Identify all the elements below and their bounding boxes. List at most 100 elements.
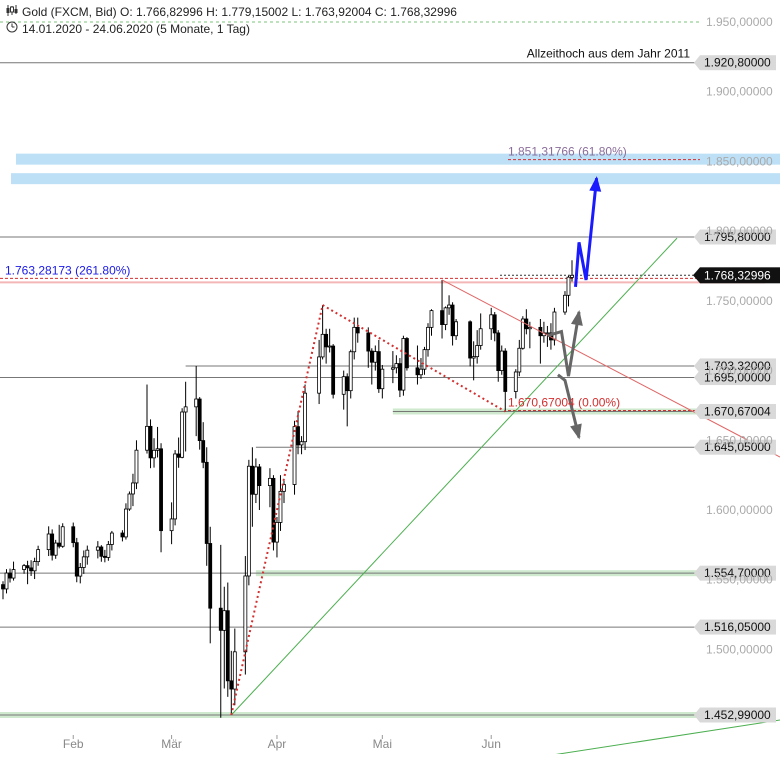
level-label-pointer — [694, 55, 700, 71]
candle-body — [563, 294, 567, 313]
candle-body — [324, 333, 329, 348]
level-label-box — [700, 439, 776, 455]
month-label: Mai — [373, 737, 392, 751]
level-label-box — [700, 619, 776, 635]
candle-body — [253, 466, 258, 495]
chart-title-row: Gold (FXCM, Bid) O: 1.766,82996 H: 1.779… — [6, 5, 457, 19]
month-label: Feb — [63, 737, 84, 751]
candle-body — [71, 526, 76, 544]
candle-body — [155, 448, 160, 451]
candle-body — [317, 356, 322, 394]
trendline-green-support — [230, 237, 678, 716]
candle-body — [46, 533, 51, 551]
candle-body — [503, 350, 508, 392]
level-label-pointer — [694, 358, 700, 374]
candle-body — [545, 332, 550, 335]
candle-body — [520, 318, 525, 349]
candle-body — [53, 542, 58, 556]
candle-body — [109, 532, 114, 545]
axis-layer: 1.950,00000 1.900,00000 1.850,00000 1.800,0… — [63, 15, 773, 751]
price-tick-label: 1.500,00000 — [706, 642, 773, 656]
candle-body — [345, 376, 350, 392]
level-layer — [0, 62, 765, 716]
candle-body — [303, 392, 307, 443]
candle-body — [475, 345, 480, 358]
candle-body — [440, 310, 444, 325]
candle-body — [278, 490, 283, 523]
candle-body — [81, 556, 86, 568]
candle-body — [401, 338, 406, 391]
candle-body — [527, 326, 532, 330]
candle-body — [443, 307, 448, 325]
resistance-zone — [11, 173, 780, 185]
level-label-box — [700, 403, 776, 419]
level-label: 1.645,05000 — [704, 440, 771, 454]
scenario-arrow-bear — [557, 373, 581, 438]
scenario-arrow-head-neutral — [570, 310, 583, 326]
price-tick-label: 1.950,00000 — [706, 15, 773, 29]
level-label-pointer — [694, 229, 700, 245]
month-label: Apr — [268, 737, 287, 751]
candle-body — [85, 549, 90, 558]
last-price-box — [700, 267, 780, 284]
fib-ext-label: 1.763,28173 (261.80%) — [5, 263, 130, 277]
candle-body — [102, 555, 107, 558]
candle-body — [29, 567, 33, 572]
candle-body — [60, 526, 65, 547]
candle-body — [282, 484, 286, 492]
candle-body — [331, 345, 336, 395]
candle-body — [257, 466, 262, 487]
candle-body — [397, 363, 402, 391]
candle-body — [366, 332, 371, 352]
level-label: 1.516,05000 — [704, 620, 771, 634]
chart-range-row: 14.01.2020 - 24.06.2020 (5 Monate, 1 Tag… — [6, 21, 250, 36]
candle-body — [376, 351, 381, 390]
candle-body — [394, 363, 399, 369]
candle-body — [194, 398, 199, 408]
candle-body — [124, 508, 128, 538]
zone-layer — [0, 153, 780, 718]
candle-body — [327, 345, 332, 348]
level-label-pointer — [694, 565, 700, 581]
candle-body — [120, 532, 125, 538]
scenario-arrow-head-bear — [570, 423, 582, 440]
resistance-zone — [16, 153, 780, 165]
level-label-pointer — [694, 403, 700, 419]
candle-body — [492, 314, 497, 334]
price-tick-label: 1.700,00000 — [706, 364, 773, 378]
last-price-pointer — [693, 267, 700, 284]
level-label: 1.554,70000 — [704, 566, 771, 580]
candle-body — [99, 546, 104, 557]
candle-body — [271, 477, 276, 543]
candle-body — [22, 565, 26, 570]
candle-body — [36, 549, 41, 563]
candle-body — [50, 533, 55, 556]
candle-body — [320, 333, 325, 358]
candle-body — [355, 326, 360, 334]
level-label: 1.795,80000 — [704, 230, 771, 244]
candle-body — [373, 351, 378, 363]
scenario-arrow-head-bull — [589, 176, 602, 192]
candle-body — [352, 326, 357, 353]
label-layer: 1.920,80000 Allzeithoch aus dem Jahr 2011… — [5, 47, 780, 723]
candle-body — [478, 328, 483, 346]
level-label-box — [700, 55, 776, 71]
price-tick-label: 1.650,00000 — [706, 433, 773, 447]
candle-body — [513, 371, 518, 392]
level-label: 1.670,67004 — [704, 404, 771, 418]
trendline-layer — [230, 237, 780, 759]
candle-layer — [1, 260, 574, 718]
chart-title-text: Gold (FXCM, Bid) O: 1.766,82996 H: 1.779… — [22, 5, 457, 19]
level-label: 1.920,80000 — [704, 56, 771, 70]
candle-body — [78, 567, 83, 577]
candle-body — [222, 610, 227, 631]
candle-body — [243, 575, 248, 653]
candle-body — [145, 425, 149, 451]
candle-body — [489, 314, 494, 330]
level-label: 1.452,99000 — [704, 708, 771, 722]
price-tick-label: 1.550,00000 — [706, 573, 773, 587]
candle-body — [57, 542, 62, 547]
candle-body — [299, 441, 304, 446]
candle-body — [517, 347, 522, 373]
